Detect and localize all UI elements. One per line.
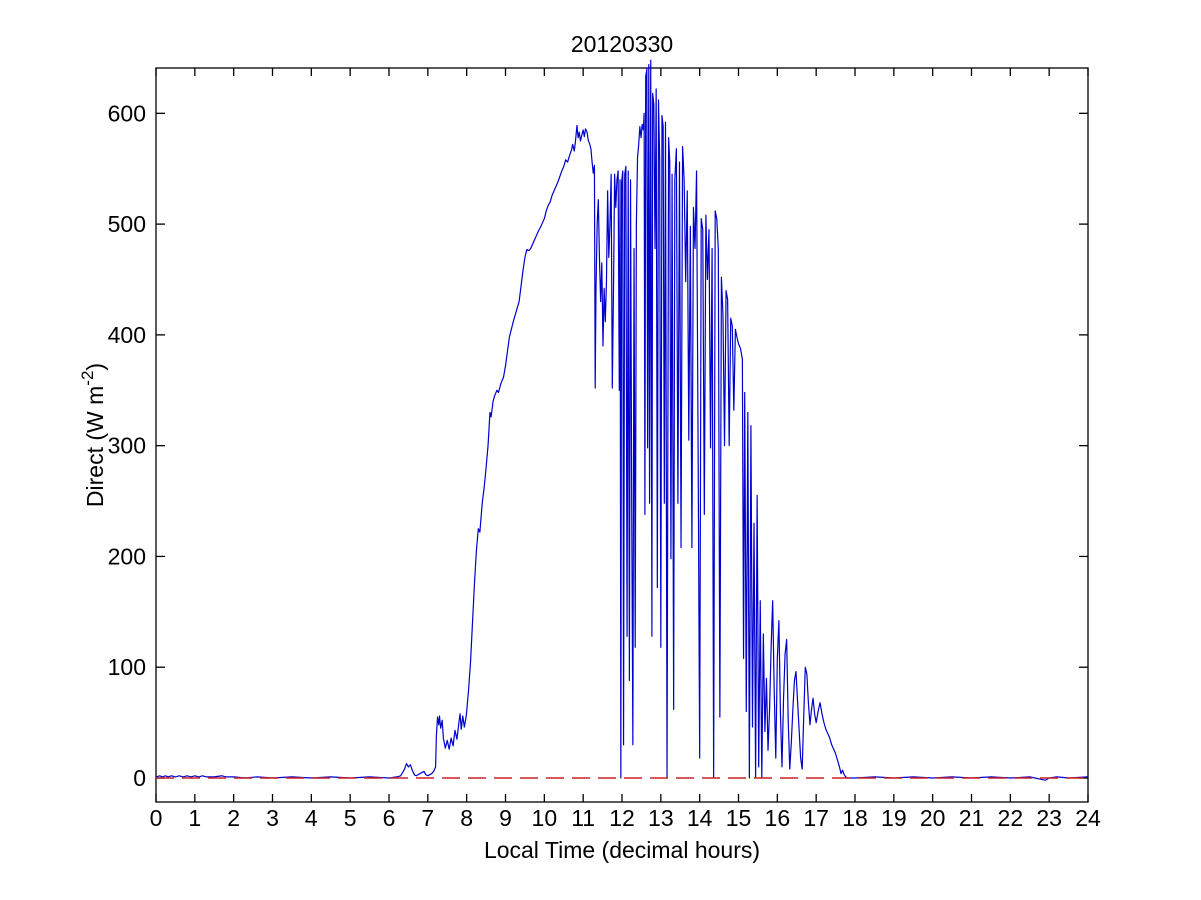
y-axis-label: Direct (W m-2): [78, 363, 108, 507]
x-tick-label: 19: [881, 805, 907, 831]
y-tick-label: 600: [108, 100, 146, 126]
chart-title: 20120330: [571, 31, 673, 57]
y-tick-label: 300: [108, 433, 146, 459]
x-tick-label: 8: [460, 805, 473, 831]
x-tick-label: 10: [532, 805, 558, 831]
x-tick-label: 18: [842, 805, 868, 831]
x-tick-label: 6: [383, 805, 396, 831]
y-axis-label-main: Direct (W m: [82, 386, 108, 507]
x-tick-label: 14: [687, 805, 713, 831]
direct-irradiance-line: [155, 59, 1089, 781]
y-axis-label-superscript: -2: [78, 371, 97, 386]
x-tick-label: 4: [305, 805, 318, 831]
x-tick-label: 12: [609, 805, 635, 831]
x-tick-label: 11: [571, 805, 595, 831]
x-axis-label: Local Time (decimal hours): [484, 837, 760, 863]
y-tick-label: 200: [108, 543, 146, 569]
x-tick-label: 24: [1075, 805, 1101, 831]
y-tick-label: 100: [108, 654, 146, 680]
x-tick-label: 1: [188, 805, 201, 831]
x-tick-label: 16: [765, 805, 791, 831]
x-tick-label: 3: [266, 805, 279, 831]
x-tick-label: 9: [499, 805, 512, 831]
x-tick-label: 15: [726, 805, 752, 831]
x-tick-label: 21: [959, 805, 985, 831]
y-tick-label: 400: [108, 322, 146, 348]
x-tick-label: 13: [648, 805, 674, 831]
data-layer: [155, 59, 1089, 781]
y-tick-label: 500: [108, 211, 146, 237]
x-tick-label: 0: [150, 805, 163, 831]
x-tick-label: 23: [1036, 805, 1062, 831]
x-tick-label: 5: [344, 805, 357, 831]
axes-layer: 0 1 2 3 4 5 6 7 8 9 10 11 12 13 14 15 16 17 18 19 20 21 22 23 24…: [108, 67, 1101, 831]
x-tick-label: 2: [227, 805, 240, 831]
y-tick-label: 0: [133, 765, 146, 791]
x-tick-label: 22: [998, 805, 1024, 831]
x-tick-label: 20: [920, 805, 946, 831]
x-tick-label: 17: [803, 805, 829, 831]
y-axis-label-close: ): [82, 363, 108, 371]
x-tick-label: 7: [421, 805, 434, 831]
